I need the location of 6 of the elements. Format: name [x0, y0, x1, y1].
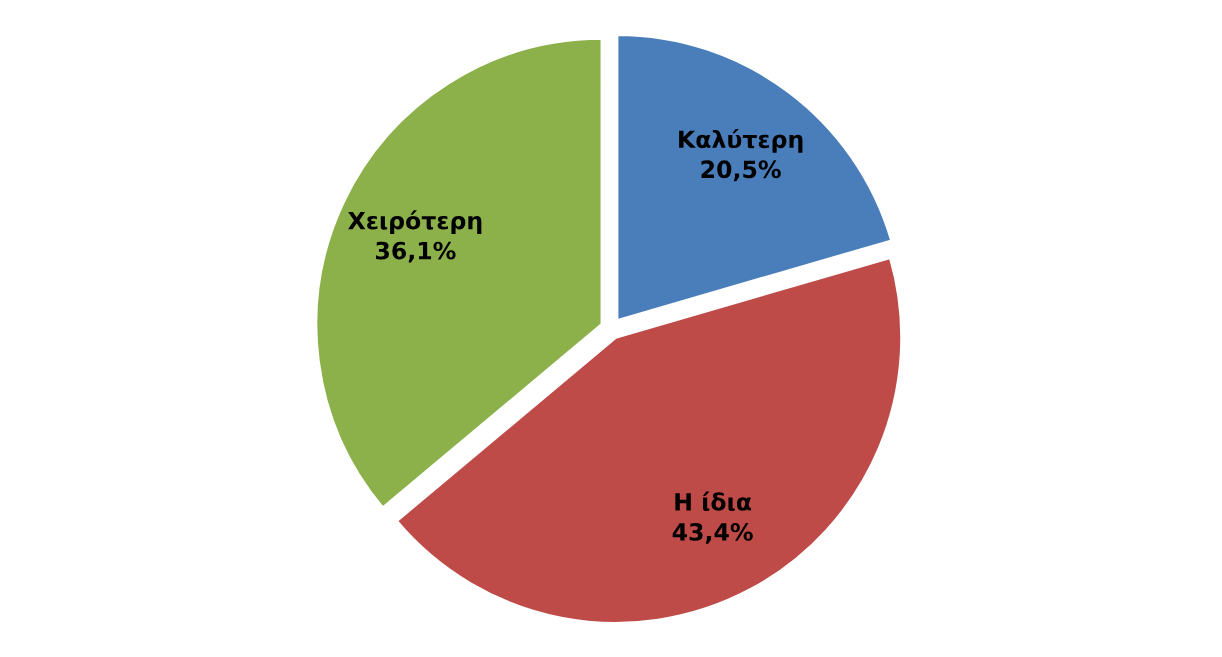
data-label: 36,1% [376, 241, 456, 263]
slice-label: Χειρότερη [348, 210, 482, 235]
slice-label: Η ίδια [675, 491, 752, 511]
slice-label: Καλύτερη [679, 128, 803, 153]
data-label: 20,5% [701, 160, 781, 182]
data-label: 43,4% [672, 522, 753, 544]
